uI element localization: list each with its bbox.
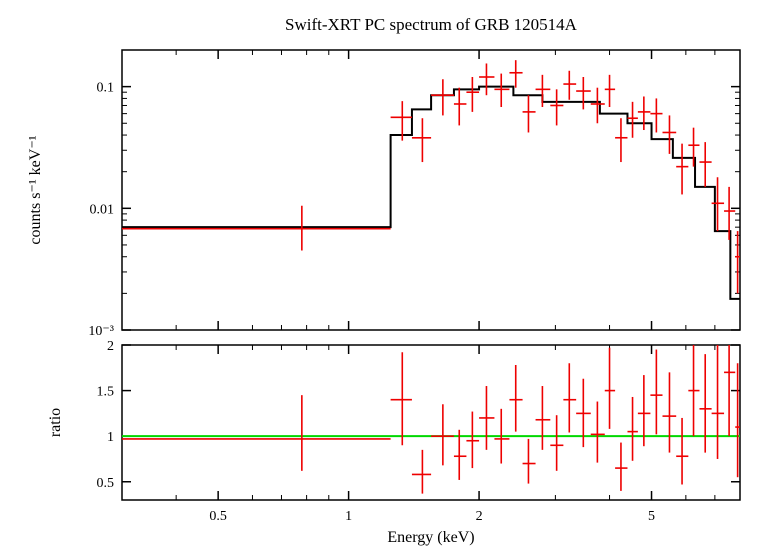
top-y-tick-label: 0.1 xyxy=(97,81,115,96)
top-panel-frame xyxy=(122,50,740,330)
bottom-panel-content xyxy=(122,281,740,493)
spectrum-plot: Swift-XRT PC spectrum of GRB 120514A coun… xyxy=(0,0,758,556)
bottom-y-tick-label: 2 xyxy=(107,339,114,354)
bottom-y-tick-label: 0.5 xyxy=(97,476,115,491)
model-line xyxy=(122,87,740,299)
x-tick-label: 2 xyxy=(476,509,483,524)
plot-title: Swift-XRT PC spectrum of GRB 120514A xyxy=(285,15,578,34)
top-y-label: counts s⁻¹ keV⁻¹ xyxy=(27,135,44,244)
x-tick-label: 5 xyxy=(648,509,655,524)
x-label: Energy (keV) xyxy=(387,529,474,546)
bottom-y-label: ratio xyxy=(47,408,64,437)
x-tick-label: 0.5 xyxy=(209,509,227,524)
bottom-y-tick-label: 1 xyxy=(107,430,114,445)
x-tick-label: 1 xyxy=(345,509,352,524)
top-panel-content xyxy=(122,60,740,299)
top-y-tick-label: 10⁻³ xyxy=(88,324,114,339)
bottom-panel-frame xyxy=(122,345,740,500)
top-y-tick-label: 0.01 xyxy=(90,202,115,217)
bottom-y-tick-label: 1.5 xyxy=(97,385,115,400)
